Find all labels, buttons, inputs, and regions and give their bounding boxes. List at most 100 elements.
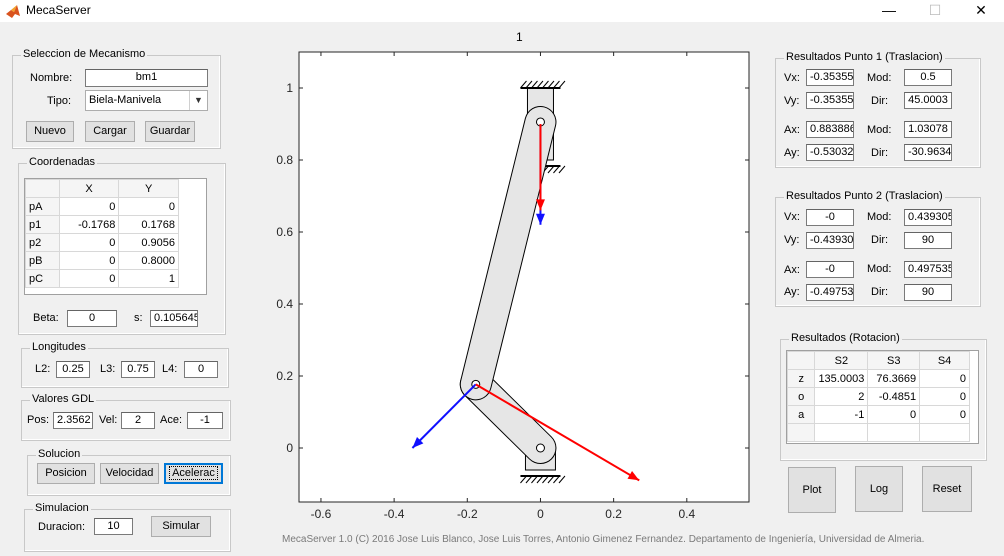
p2-vy-output: -0.43930 (806, 232, 854, 249)
l4-input[interactable]: 0 (184, 361, 218, 378)
table-cell[interactable]: -0.1768 (58, 215, 120, 234)
plot-button[interactable]: Plot (788, 467, 836, 513)
table-cell: -1 (814, 405, 869, 424)
vector-line (475, 383, 640, 482)
point1-results-panel: Resultados Punto 1 (Traslacion) (775, 51, 981, 168)
l3-input[interactable]: 0.75 (121, 361, 155, 378)
p2-vdir-output: 90 (904, 232, 952, 249)
type-dropdown-value: Biela-Manivela (89, 94, 162, 106)
table-cell: -0.4851 (867, 387, 921, 406)
pos-label: Pos: (27, 414, 50, 426)
table-row: z 135.0003 76.3669 0 (787, 369, 970, 388)
x-tick-label: -0.4 (384, 507, 405, 521)
table-cell[interactable]: 0 (58, 197, 120, 216)
vector-arrowhead (627, 470, 640, 481)
s-label: s: (134, 312, 143, 324)
simulate-button[interactable]: Simular (151, 516, 211, 537)
table-cell[interactable]: 0 (58, 251, 120, 270)
minimize-button[interactable]: — (882, 2, 896, 18)
simulation-legend: Simulacion (33, 502, 91, 514)
velocity-button[interactable]: Velocidad (100, 463, 159, 484)
duration-input[interactable]: 10 (94, 518, 133, 535)
table-cell[interactable]: 0.8000 (118, 251, 179, 270)
acceleration-button[interactable]: Acelerac (164, 463, 223, 484)
row-header: p1 (25, 215, 60, 234)
table-cell[interactable]: 0.9056 (118, 233, 179, 252)
acceleration-button-label: Acelerac (169, 466, 218, 480)
beta-input[interactable]: 0 (67, 310, 117, 327)
rotation-s4-header: S4 (919, 351, 970, 370)
l2-label: L2: (35, 363, 51, 375)
p1-vy-label: Vy: (784, 95, 800, 107)
x-tick-label: 0.4 (678, 507, 695, 521)
y-tick-label: 0.8 (276, 153, 293, 167)
table-row: p2 0 0.9056 (25, 233, 179, 252)
table-cell: 0 (867, 405, 921, 424)
table-cell[interactable]: 0 (58, 233, 120, 252)
load-button[interactable]: Cargar (85, 121, 135, 142)
table-row: p1 -0.1768 0.1768 (25, 215, 179, 234)
x-tick-label: 0 (537, 507, 544, 521)
lengths-panel: Longitudes (21, 341, 229, 388)
reset-button[interactable]: Reset (922, 466, 972, 512)
p1-vx-output: -0.35355 (806, 69, 854, 86)
mechanism-select-panel: Seleccion de Mecanismo (12, 48, 221, 149)
dof-panel: Valores GDL (21, 393, 231, 441)
vector-line (411, 383, 477, 449)
coordinates-y-header: Y (118, 179, 179, 198)
rotation-s2-header: S2 (814, 351, 869, 370)
maximize-button[interactable]: ☐ (928, 2, 942, 18)
p2-adir-output: 90 (904, 284, 952, 301)
copyright-footer: MecaServer 1.0 (C) 2016 Jose Luis Blanco… (282, 534, 925, 545)
save-button[interactable]: Guardar (145, 121, 195, 142)
p1-adir-output: -30.9634 (904, 144, 952, 161)
table-cell[interactable]: 1 (118, 269, 179, 288)
matlab-logo-icon (6, 5, 20, 18)
name-input[interactable]: bm1 (85, 69, 208, 87)
vel-label: Vel: (99, 414, 118, 426)
table-row: pB 0 0.8000 (25, 251, 179, 270)
y-tick-label: 0 (286, 441, 293, 455)
rotation-header-row: S2 S3 S4 (787, 351, 970, 370)
rotation-legend: Resultados (Rotacion) (789, 332, 902, 344)
x-tick-label: -0.2 (457, 507, 478, 521)
y-tick-label: 0.6 (276, 225, 293, 239)
title-bar (0, 0, 1004, 22)
ace-input[interactable]: -1 (187, 412, 223, 429)
l4-label: L4: (162, 363, 178, 375)
point2-results-panel: Resultados Punto 2 (Traslacion) (775, 190, 981, 307)
p2-vmod-output: 0.439305 (904, 209, 952, 226)
chevron-down-icon: ▼ (189, 91, 207, 110)
vector-arrowhead (535, 199, 545, 211)
row-header: pC (25, 269, 60, 288)
table-row: o 2 -0.4851 0 (787, 387, 970, 406)
log-button[interactable]: Log (855, 466, 903, 512)
mechanism-plot[interactable]: -0.6 -0.4 -0.2 0 0.2 0.4 0 0.2 0.4 0.6 0.8 1 (260, 40, 770, 530)
p2-vy-label: Vy: (784, 234, 800, 246)
simulation-panel: Simulacion (24, 502, 231, 552)
p2-amod-label: Mod: (867, 263, 892, 275)
close-button[interactable]: ✕ (975, 2, 987, 18)
table-row (787, 423, 970, 442)
pos-input[interactable]: 2.3562 (53, 412, 93, 429)
p1-vmod-label: Mod: (867, 72, 892, 84)
figure-title: 1 (516, 30, 523, 44)
y-tick-label: 1 (286, 81, 293, 95)
p1-vy-output: -0.35355 (806, 92, 854, 109)
vel-input[interactable]: 2 (121, 412, 155, 429)
coordinates-table: X Y pA 0 0 p1 -0.1768 0.1768 p2 0 0.9056… (25, 179, 179, 288)
rotation-s3-header: S3 (867, 351, 921, 370)
p2-amod-output: 0.497535 (904, 261, 952, 278)
table-cell[interactable]: 0 (58, 269, 120, 288)
p2-vx-output: -0 (806, 209, 854, 226)
coordinates-x-header: X (58, 179, 120, 198)
l2-input[interactable]: 0.25 (56, 361, 90, 378)
beta-label: Beta: (33, 312, 59, 324)
new-button[interactable]: Nuevo (26, 121, 74, 142)
table-cell[interactable]: 0.1768 (118, 215, 179, 234)
s-input[interactable]: 0.105645 (150, 310, 198, 327)
vector-arrowhead (412, 437, 424, 448)
type-dropdown[interactable]: Biela-Manivela ▼ (85, 90, 208, 111)
position-button[interactable]: Posicion (37, 463, 95, 484)
table-cell[interactable]: 0 (118, 197, 179, 216)
